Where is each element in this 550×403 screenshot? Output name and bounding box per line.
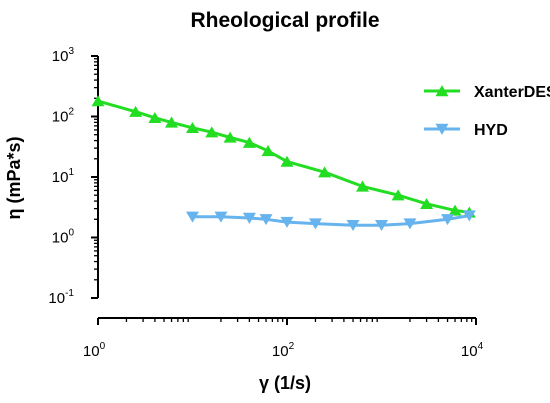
legend-marker-0 xyxy=(435,85,449,97)
data-point-1-10 xyxy=(462,210,476,222)
y-tick-label-4-exp: -1 xyxy=(65,288,74,299)
x-tick-label-1-base: 10 xyxy=(272,343,289,360)
x-tick-label-1: 102 xyxy=(272,341,295,360)
data-point-0-9 xyxy=(280,155,294,167)
series-line-0 xyxy=(97,99,470,214)
data-point-1-1 xyxy=(214,211,228,223)
legend: XanterDES HYD xyxy=(424,84,550,139)
y-tick-label-3-base: 10 xyxy=(52,230,69,247)
series-0 xyxy=(91,95,476,218)
y-tick-label-3: 100 xyxy=(52,228,75,247)
x-tick-label-1-exp: 2 xyxy=(289,341,295,352)
y-tick-label-4: 10-1 xyxy=(48,288,74,307)
data-point-0-0 xyxy=(91,95,105,107)
data-point-0-10 xyxy=(318,166,332,178)
data-point-0-8 xyxy=(261,145,275,157)
legend-marker-1 xyxy=(435,123,449,135)
y-tick-label-0-base: 10 xyxy=(52,48,69,65)
y-tick-label-0-exp: 3 xyxy=(68,46,74,57)
data-point-1-0 xyxy=(186,211,199,223)
series-line-1 xyxy=(192,214,470,227)
y-tick-label-1: 102 xyxy=(52,107,75,126)
data-point-0-12 xyxy=(391,189,405,201)
y-tick-label-0: 103 xyxy=(52,46,75,65)
x-axis-label: γ (1/s) xyxy=(259,373,311,393)
data-point-1-2 xyxy=(242,212,256,224)
x-tick-label-2: 104 xyxy=(461,341,484,360)
data-point-0-5 xyxy=(205,126,219,138)
data-point-0-11 xyxy=(356,180,370,192)
x-tick-label-2-base: 10 xyxy=(461,343,478,360)
data-point-1-6 xyxy=(346,219,360,232)
y-tick-label-1-exp: 2 xyxy=(68,107,74,118)
legend-label-1: HYD xyxy=(474,122,508,139)
x-tick-label-0-base: 10 xyxy=(83,343,100,360)
chart-title: Rheological profile xyxy=(190,9,379,32)
series-1 xyxy=(186,210,476,232)
data-point-1-8 xyxy=(403,218,417,230)
x-tick-label-0: 100 xyxy=(83,341,106,360)
data-point-1-7 xyxy=(375,219,388,232)
y-tick-label-4-base: 10 xyxy=(48,290,65,307)
data-point-1-4 xyxy=(280,216,294,228)
x-tick-label-0-exp: 0 xyxy=(100,341,106,352)
x-tick-label-2-exp: 4 xyxy=(478,341,484,352)
data-point-0-4 xyxy=(186,121,199,134)
y-tick-label-2-exp: 1 xyxy=(68,167,74,178)
data-point-1-5 xyxy=(308,218,322,230)
data-point-0-3 xyxy=(165,116,179,128)
y-tick-label-2-base: 10 xyxy=(52,169,69,186)
series-layer xyxy=(91,95,476,232)
data-point-0-6 xyxy=(223,131,237,143)
y-tick-label-3-exp: 0 xyxy=(68,228,74,239)
data-point-0-13 xyxy=(420,197,434,210)
data-point-0-2 xyxy=(148,111,162,124)
y-tick-label-1-base: 10 xyxy=(52,109,69,126)
data-point-0-7 xyxy=(242,136,256,148)
data-point-0-1 xyxy=(129,105,143,117)
data-point-1-3 xyxy=(259,214,273,226)
y-axis-label: η (mPa*s) xyxy=(4,136,24,219)
y-tick-label-2: 101 xyxy=(52,167,75,186)
data-point-1-9 xyxy=(441,214,455,226)
legend-label-0: XanterDES xyxy=(474,84,550,101)
data-point-0-14 xyxy=(448,204,462,216)
